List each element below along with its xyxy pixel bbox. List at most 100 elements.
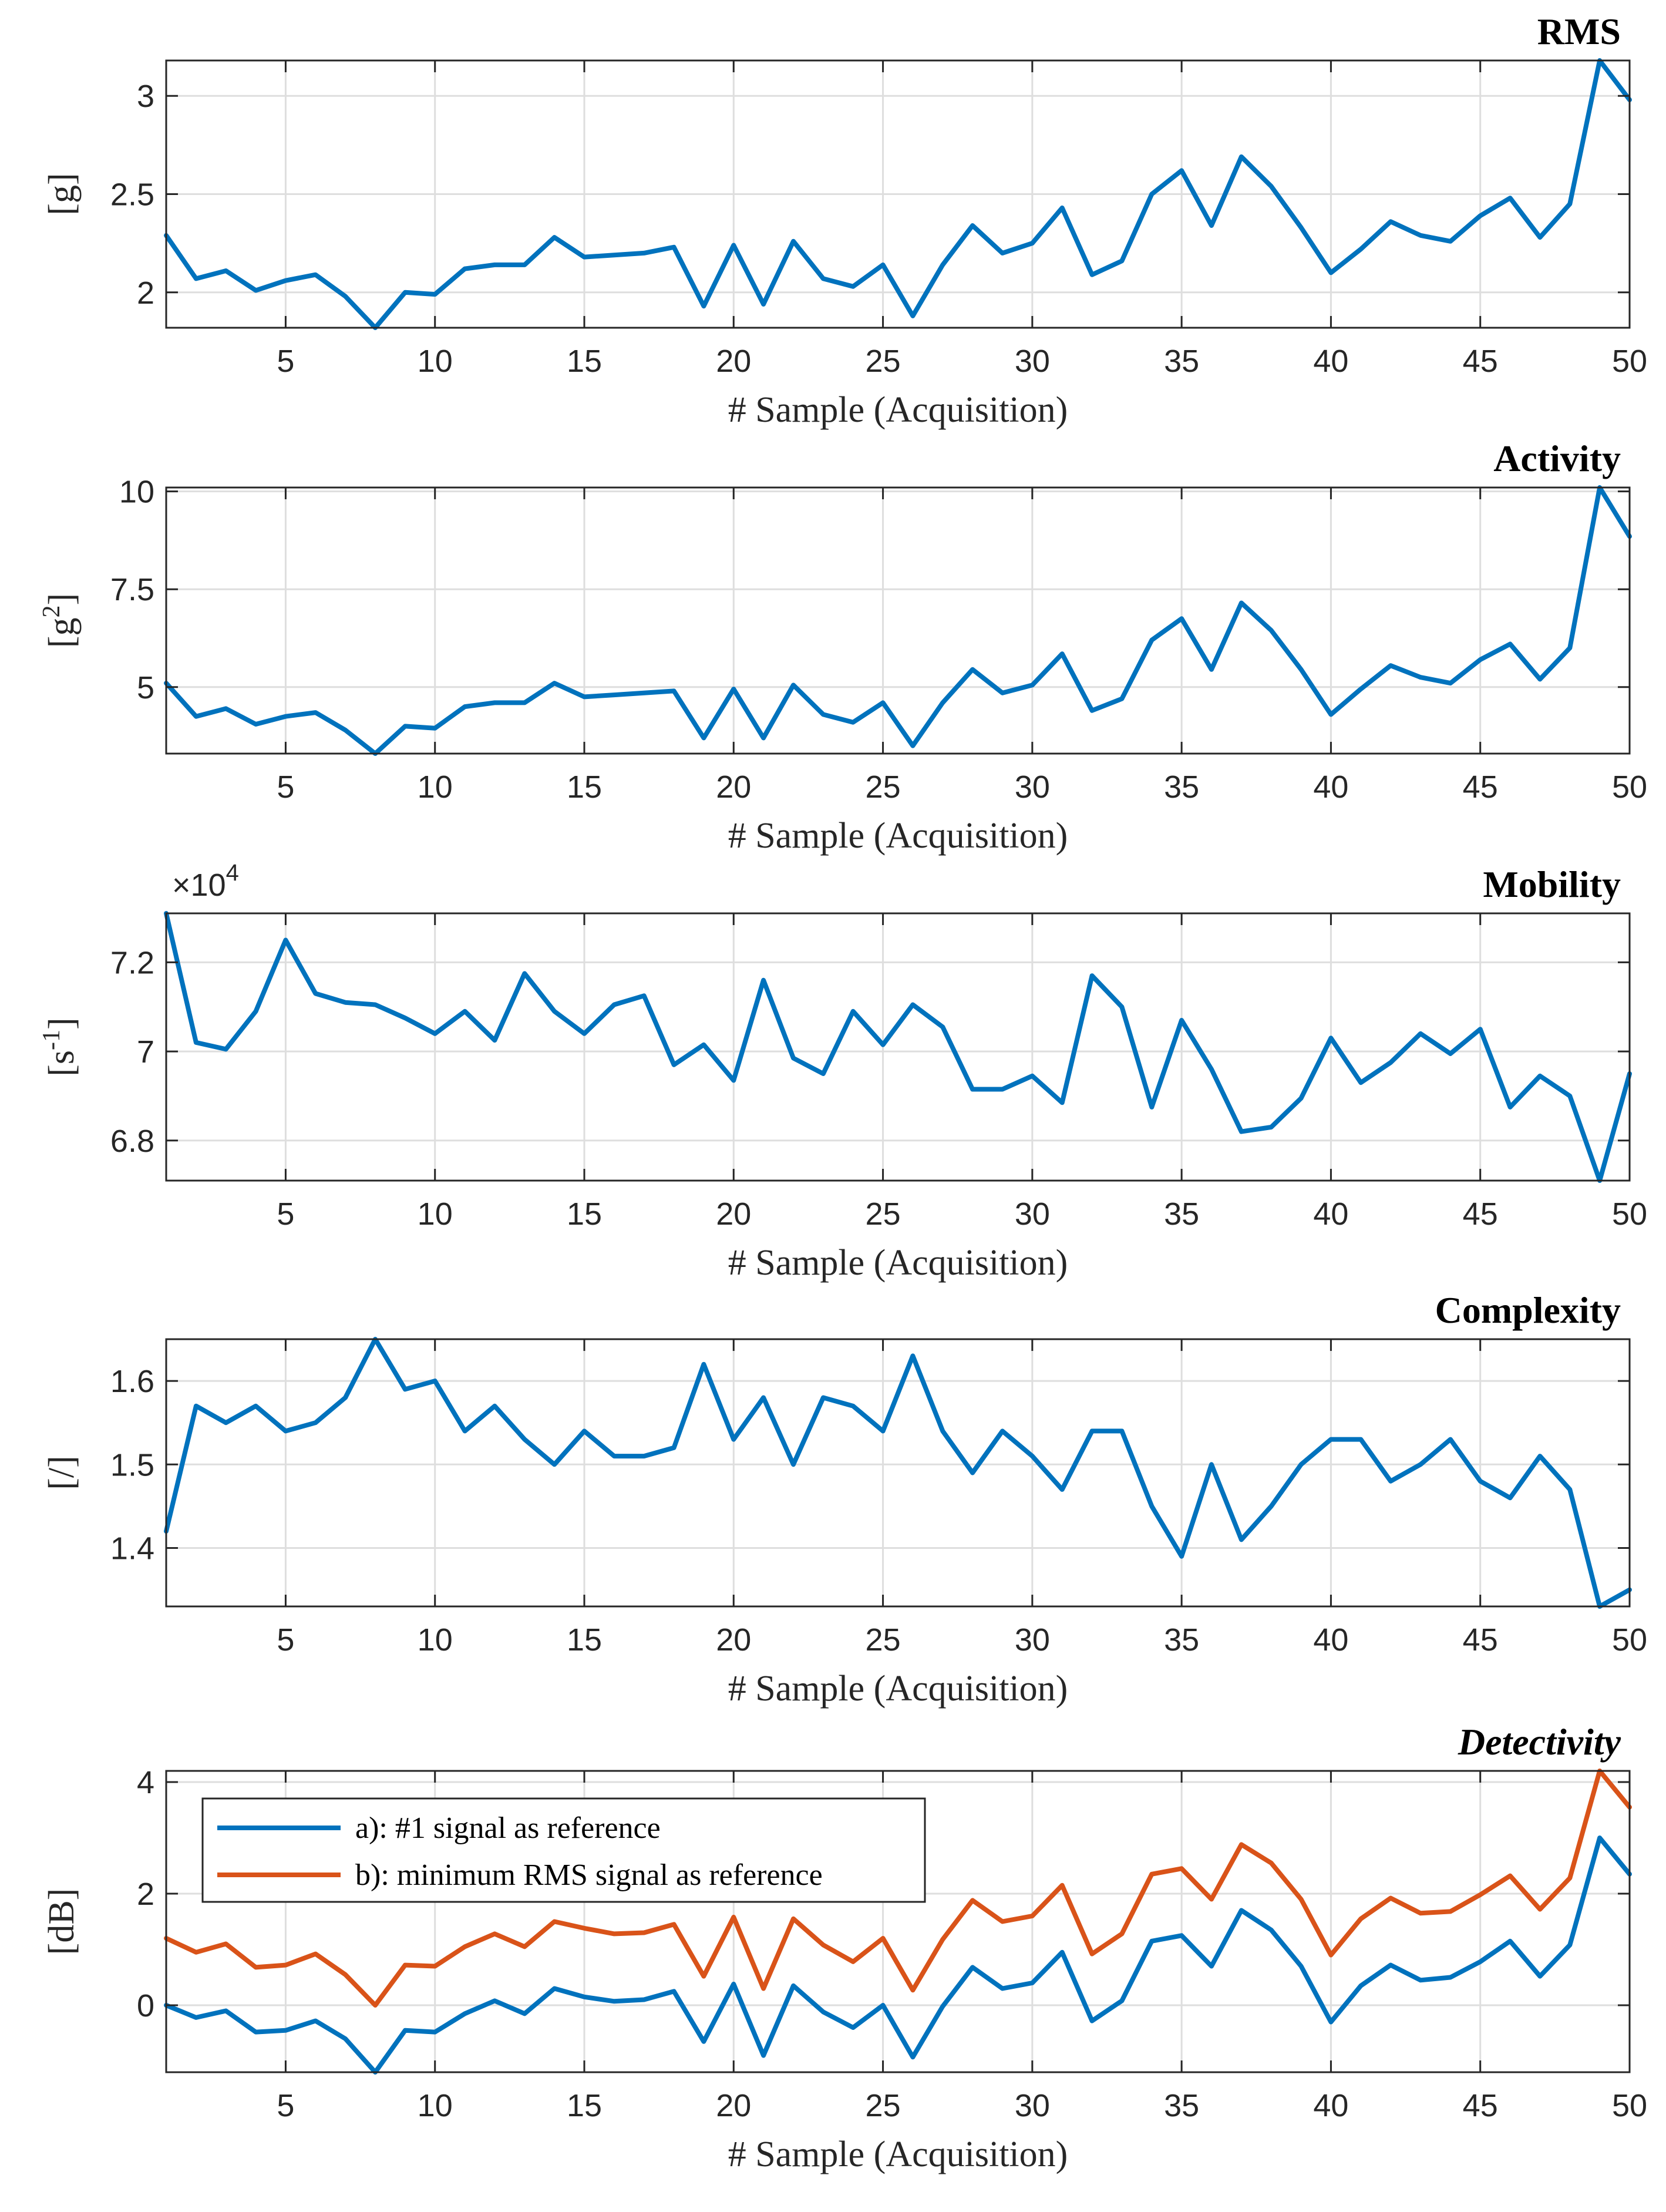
y-tick-label: 7.5	[110, 572, 154, 607]
x-tick-label: 10	[418, 1622, 453, 1658]
y-tick-label: 3	[137, 79, 154, 114]
x-tick-label: 45	[1463, 769, 1498, 805]
axes-box	[165, 1338, 1631, 1608]
x-tick-label: 45	[1463, 2088, 1498, 2123]
x-tick-label: 25	[866, 1196, 901, 1232]
x-tick-label: 40	[1313, 2088, 1348, 2123]
chart-title: Complexity	[1435, 1289, 1621, 1331]
x-tick-label: 30	[1015, 769, 1050, 805]
x-tick-label: 40	[1313, 344, 1348, 379]
x-axis-label: # Sample (Acquisition)	[728, 1243, 1068, 1283]
x-tick-label: 15	[567, 1622, 602, 1658]
x-axis-label: # Sample (Acquisition)	[728, 816, 1068, 856]
legend-entry-1: a): #1 signal as reference	[355, 1811, 661, 1845]
y-axis-label-superscript: 2	[38, 606, 65, 618]
y-tick-label: 2	[137, 1877, 154, 1912]
series-line-1	[164, 485, 1632, 756]
x-tick-label: 20	[716, 344, 751, 379]
y-tick-label: 2	[137, 275, 154, 311]
chart-title: Activity	[1493, 438, 1621, 479]
x-tick-label: 5	[277, 1196, 294, 1232]
x-tick-label: 50	[1612, 769, 1647, 805]
series-line-1	[164, 1337, 1632, 1609]
chart-title: RMS	[1537, 11, 1621, 52]
x-tick-label: 40	[1313, 1622, 1348, 1658]
x-tick-label: 30	[1015, 1622, 1050, 1658]
x-tick-label: 10	[418, 1196, 453, 1232]
subplot-3: 5 10 15 20 25 30 35 40 45 50 6.8 7 7.2 # Sample (Acqu…	[38, 860, 1647, 1283]
x-tick-label: 5	[277, 769, 294, 805]
y-axis-label: [g2]	[38, 593, 82, 648]
x-tick-label: 15	[567, 769, 602, 805]
x-tick-label: 20	[716, 769, 751, 805]
y-tick-label: 7.2	[110, 945, 154, 980]
y-axis-label: [/]	[42, 1455, 82, 1490]
axis-exponent-base: ×10	[172, 868, 226, 903]
x-tick-label: 40	[1313, 1196, 1348, 1232]
series-line-1	[164, 911, 1632, 1183]
series-line-1	[164, 58, 1632, 330]
x-tick-label: 50	[1612, 1622, 1647, 1658]
subplot-4: 5 10 15 20 25 30 35 40 45 50 1.4 1.5 1.6 # Sample (Ac…	[42, 1289, 1647, 1709]
x-axis-label: # Sample (Acquisition)	[728, 2134, 1068, 2174]
subplot-2: 5 10 15 20 25 30 35 40 45 50 5 7.5 10 # Sample (Acqui…	[38, 438, 1647, 856]
y-tick-label: 6.8	[110, 1124, 154, 1159]
x-tick-label: 50	[1612, 344, 1647, 379]
x-axis-label: # Sample (Acquisition)	[728, 1669, 1068, 1709]
x-tick-label: 15	[567, 344, 602, 379]
y-axis-label-text: [dB]	[42, 1888, 82, 1955]
x-tick-label: 45	[1463, 344, 1498, 379]
x-tick-label: 25	[866, 769, 901, 805]
y-tick-label: 10	[119, 475, 154, 510]
x-tick-label: 25	[866, 1622, 901, 1658]
subplot-1: 5 10 15 20 25 30 35 40 45 50 2 2.5 3 # Sample (Acquis…	[42, 11, 1647, 430]
x-tick-label: 15	[567, 2088, 602, 2123]
legend-box	[201, 1797, 926, 1903]
x-tick-label: 20	[716, 1622, 751, 1658]
y-axis-label-text: [g	[42, 618, 82, 648]
y-axis-label-text: [s	[42, 1050, 82, 1077]
y-axis-label-superscript: -1	[38, 1030, 65, 1050]
axis-exponent-power: 4	[226, 860, 239, 886]
chart-title: Detectivity	[1458, 1721, 1621, 1763]
x-tick-label: 10	[418, 2088, 453, 2123]
x-tick-label: 10	[418, 769, 453, 805]
x-tick-label: 5	[277, 1622, 294, 1658]
subplot-5: 5 10 15 20 25 30 35 40 45 50 0 2 4 # Sample (Acquisit…	[42, 1721, 1647, 2174]
y-axis-label: [s-1]	[38, 1017, 82, 1076]
x-tick-label: 5	[277, 2088, 294, 2123]
y-tick-label: 1.5	[110, 1447, 154, 1482]
x-tick-label: 35	[1164, 344, 1199, 379]
x-tick-label: 25	[866, 344, 901, 379]
y-axis-label: [dB]	[42, 1888, 82, 1955]
y-axis-label-suffix: ]	[42, 593, 82, 606]
x-tick-label: 45	[1463, 1196, 1498, 1232]
x-tick-label: 35	[1164, 769, 1199, 805]
x-tick-label: 20	[716, 1196, 751, 1232]
x-tick-label: 5	[277, 344, 294, 379]
x-tick-label: 10	[418, 344, 453, 379]
x-tick-label: 50	[1612, 1196, 1647, 1232]
x-tick-label: 40	[1313, 769, 1348, 805]
x-tick-label: 35	[1164, 1622, 1199, 1658]
x-axis-label: # Sample (Acquisition)	[728, 390, 1068, 430]
axes-box	[165, 912, 1631, 1182]
x-tick-label: 30	[1015, 344, 1050, 379]
x-tick-label: 50	[1612, 2088, 1647, 2123]
plot-area	[166, 913, 1630, 1181]
y-tick-label: 5	[137, 670, 154, 705]
x-tick-label: 35	[1164, 1196, 1199, 1232]
y-tick-label: 1.6	[110, 1364, 154, 1399]
axes-box	[165, 1770, 1631, 2073]
y-tick-label: 0	[137, 1988, 154, 2023]
chart-title: Mobility	[1483, 863, 1621, 905]
x-tick-label: 30	[1015, 1196, 1050, 1232]
x-tick-label: 25	[866, 2088, 901, 2123]
x-tick-label: 35	[1164, 2088, 1199, 2123]
y-tick-label: 2.5	[110, 177, 154, 213]
axes-box	[165, 486, 1631, 755]
x-tick-label: 20	[716, 2088, 751, 2123]
legend-entry-2: b): minimum RMS signal as reference	[355, 1858, 823, 1892]
x-tick-label: 30	[1015, 2088, 1050, 2123]
